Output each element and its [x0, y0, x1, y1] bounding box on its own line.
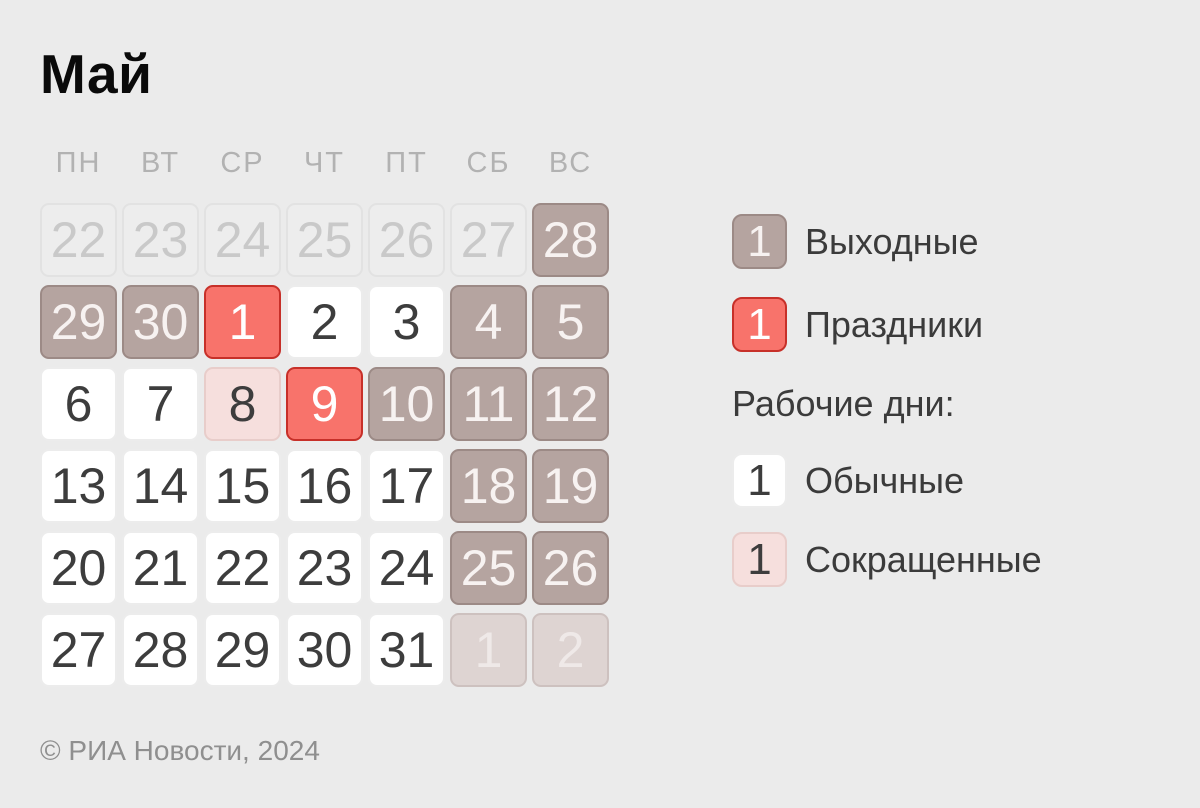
legend-item-holidays: 1 Праздники [732, 297, 1172, 352]
calendar-day: 4 [450, 285, 527, 359]
working-days-header: Рабочие дни: [732, 383, 955, 424]
calendar-day: 2 [286, 285, 363, 359]
calendar-day: 26 [368, 203, 445, 277]
calendar-day: 24 [368, 531, 445, 605]
calendar-day: 25 [450, 531, 527, 605]
weekday-label: СБ [466, 147, 511, 179]
calendar-day: 23 [122, 203, 199, 277]
weekday-label: ВС [548, 147, 593, 179]
legend-label-weekends: Выходные [805, 220, 979, 262]
calendar-day: 8 [204, 367, 281, 441]
weekday-header-row: ПН ВТ СР ЧТ ПТ СБ ВС [40, 148, 609, 178]
calendar-day: 17 [368, 449, 445, 523]
legend-item-regular: 1 Обычные [732, 453, 1172, 508]
calendar-day: 7 [122, 367, 199, 441]
calendar-day: 29 [40, 285, 117, 359]
calendar-day: 11 [450, 367, 527, 441]
calendar-day: 5 [532, 285, 609, 359]
calendar-day: 30 [122, 285, 199, 359]
calendar-day: 30 [286, 613, 363, 687]
calendar-day: 19 [532, 449, 609, 523]
calendar-day: 26 [532, 531, 609, 605]
legend: 1 Выходные 1 Праздники Рабочие дни: 1 Об… [732, 214, 1172, 587]
calendar-day: 10 [368, 367, 445, 441]
calendar-day: 31 [368, 613, 445, 687]
calendar-day: 27 [40, 613, 117, 687]
copyright: © РИА Новости, 2024 [40, 735, 320, 766]
calendar-day: 24 [204, 203, 281, 277]
calendar-day: 28 [532, 203, 609, 277]
calendar-day: 27 [450, 203, 527, 277]
legend-item-weekends: 1 Выходные [732, 214, 1172, 269]
calendar-day: 1 [204, 285, 281, 359]
legend-label-shortened: Сокращенные [805, 538, 1042, 580]
legend-label-regular: Обычные [805, 459, 965, 501]
calendar-day: 29 [204, 613, 281, 687]
calendar-day: 2 [532, 613, 609, 687]
calendar-grid: 22 23 24 25 26 27 28 29 30 1 2 3 4 5 6 7 8 9 10 11 12 13 14 15 1… [40, 203, 609, 687]
weekday-label: ВТ [140, 147, 181, 179]
calendar-day: 13 [40, 449, 117, 523]
weekday-label: ПН [55, 147, 102, 179]
page-title: Май [40, 43, 153, 105]
calendar-day: 16 [286, 449, 363, 523]
calendar-day: 14 [122, 449, 199, 523]
calendar-day: 23 [286, 531, 363, 605]
calendar-day: 22 [40, 203, 117, 277]
calendar-day: 22 [204, 531, 281, 605]
weekday-label: СР [220, 147, 265, 179]
calendar-day: 25 [286, 203, 363, 277]
calendar-day: 1 [450, 613, 527, 687]
holiday-swatch: 1 [732, 297, 787, 352]
calendar-day: 21 [122, 531, 199, 605]
calendar-day: 18 [450, 449, 527, 523]
legend-label-holidays: Праздники [805, 303, 984, 345]
calendar-day: 12 [532, 367, 609, 441]
weekday-label: ПТ [385, 147, 428, 179]
legend-item-shortened: 1 Сокращенные [732, 532, 1172, 587]
weekend-swatch: 1 [732, 214, 787, 269]
weekday-label: ЧТ [303, 147, 346, 179]
calendar-day: 3 [368, 285, 445, 359]
calendar-day: 15 [204, 449, 281, 523]
calendar-day: 20 [40, 531, 117, 605]
calendar-day: 28 [122, 613, 199, 687]
calendar-day: 9 [286, 367, 363, 441]
shortened-day-swatch: 1 [732, 532, 787, 587]
regular-day-swatch: 1 [732, 453, 787, 508]
calendar-day: 6 [40, 367, 117, 441]
